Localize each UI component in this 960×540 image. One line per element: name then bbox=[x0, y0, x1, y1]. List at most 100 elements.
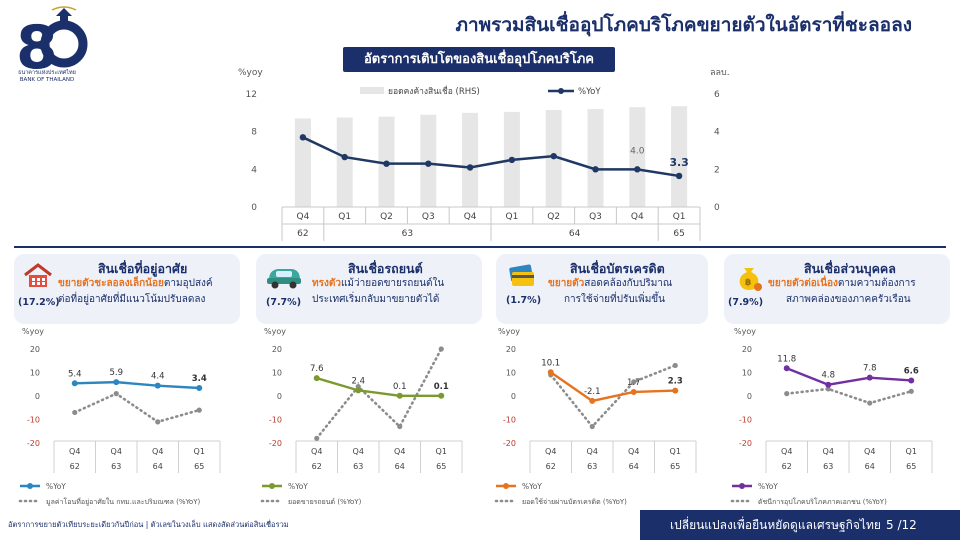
chart-ytick: 20 bbox=[742, 345, 752, 354]
chart-dotted-point bbox=[113, 391, 119, 397]
panel-title-auto: สินเชื่อรถยนต์ bbox=[348, 261, 423, 276]
main-ytick-right: 0 bbox=[714, 203, 720, 213]
chart-ytick: -10 bbox=[503, 416, 516, 425]
chart-data-label: 6.6 bbox=[904, 366, 919, 376]
chart-line bbox=[74, 380, 200, 390]
chart-year-label: 65 bbox=[670, 462, 680, 471]
chart-data-label: 2.3 bbox=[668, 377, 683, 387]
chart-dotted-point bbox=[825, 386, 831, 392]
chart-point bbox=[196, 385, 203, 392]
chart-legend-label: ยอดใช้จ่ายผ่านบัตรเครดิต (%YoY) bbox=[522, 497, 627, 506]
chart-xtick: Q1 bbox=[906, 447, 917, 456]
footer-bar: เปลี่ยนแปลงเพื่อยืนหยัดดูแลเศรษฐกิจไทย 5… bbox=[640, 510, 960, 540]
panel-desc-auto: ทรงตัวแม้ว่ายอดขายรถยนต์ใน ประเทศเริ่มกล… bbox=[312, 278, 445, 305]
chart-dotted-point bbox=[672, 362, 678, 369]
chart-point bbox=[589, 397, 596, 404]
chart-ytick: 0 bbox=[747, 392, 752, 401]
main-bar bbox=[462, 112, 479, 207]
chart-xtick: Q4 bbox=[152, 447, 163, 456]
chart-ylabel: %yoy bbox=[22, 327, 44, 336]
chart-point bbox=[396, 392, 403, 399]
main-point bbox=[508, 156, 516, 164]
panel-title-housing: สินเชื่อที่อยู่อาศัย bbox=[98, 261, 188, 276]
main-ytick-right: 4 bbox=[714, 128, 720, 138]
main-point bbox=[299, 134, 307, 141]
chart-credit-card: %yoy -20 -10 0 10 20 Q4 62 Q4 63 Q4 64 Q1 65 10.1 -2.1 1… bbox=[494, 327, 697, 506]
chart-ytick: -20 bbox=[503, 439, 516, 448]
main-year-label: 63 bbox=[402, 229, 413, 239]
chart-point bbox=[547, 369, 554, 376]
chart-year-label: 63 bbox=[353, 462, 363, 471]
chart-point bbox=[313, 375, 320, 382]
chart-legend-label: %YoY bbox=[758, 482, 778, 491]
chart-year-label: 62 bbox=[312, 462, 322, 471]
main-bar bbox=[336, 117, 353, 207]
main-point bbox=[341, 153, 348, 161]
panel-credit-card bbox=[496, 254, 708, 324]
chart-xtick: Q1 bbox=[436, 447, 447, 456]
panel-auto bbox=[256, 254, 482, 324]
chart-ytick: 10 bbox=[506, 369, 516, 378]
chart-data-label: 5.9 bbox=[109, 368, 123, 378]
main-xtick: Q4 bbox=[296, 212, 309, 222]
chart-xtick: Q4 bbox=[864, 447, 875, 456]
chart-data-label: 2.4 bbox=[351, 376, 365, 386]
chart-ytick: 0 bbox=[277, 392, 282, 401]
chart-legend-label: ยอดขายรถยนต์ (%YoY) bbox=[288, 498, 362, 506]
chart-data-label: 0.1 bbox=[393, 382, 407, 392]
main-bar bbox=[294, 118, 311, 207]
chart-data-label: 10.1 bbox=[541, 358, 560, 368]
panel-personal bbox=[724, 254, 950, 324]
main-ylabel-left: %yoy bbox=[238, 68, 263, 78]
chart-legend-marker bbox=[27, 483, 33, 489]
main-ytick-left: 4 bbox=[251, 165, 257, 175]
main-point bbox=[466, 164, 474, 171]
chart-data-label: 11.8 bbox=[777, 354, 796, 364]
chart-ytick: 0 bbox=[35, 392, 40, 401]
footnote: อัตราการขยายตัวเทียบระยะเดียวกันปีก่อน |… bbox=[8, 520, 289, 529]
main-point-label: 3.3 bbox=[669, 156, 689, 169]
chart-xtick: Q4 bbox=[111, 447, 122, 456]
chart-xtick: Q4 bbox=[823, 447, 834, 456]
main-point bbox=[425, 160, 432, 167]
chart-year-label: 64 bbox=[153, 462, 163, 471]
chart-auto: %yoy -20 -10 0 10 20 Q4 62 Q4 63 Q4 64 Q1 65 7.6 2.4 0.1… bbox=[260, 327, 463, 506]
panel-desc-personal: ขยายตัวต่อเนื่องตามความต้องการ สภาพคล่อง… bbox=[768, 278, 916, 305]
panel-housing bbox=[14, 254, 240, 324]
chart-dotted-point bbox=[631, 379, 637, 385]
chart-dotted-point bbox=[589, 423, 595, 430]
chart-xtick: Q4 bbox=[587, 447, 598, 456]
chart-line bbox=[786, 367, 912, 386]
chart-xtick: Q4 bbox=[69, 447, 80, 456]
chart-ytick: -20 bbox=[269, 439, 282, 448]
chart-data-label: 4.4 bbox=[151, 372, 165, 382]
chart-point bbox=[113, 379, 120, 386]
main-point bbox=[550, 152, 557, 160]
main-xtick: Q3 bbox=[422, 212, 435, 222]
chart-legend-label: มูลค่าโอนที่อยู่อาศัยใน กทม.และปริมณฑล (… bbox=[46, 497, 200, 506]
chart-xtick: Q4 bbox=[353, 447, 364, 456]
chart-point bbox=[825, 381, 832, 388]
chart-legend-label: %YoY bbox=[522, 482, 542, 491]
main-point bbox=[592, 166, 599, 173]
main-legend-bar-swatch bbox=[360, 87, 384, 94]
main-year-label: 62 bbox=[297, 229, 308, 239]
share-personal: (7.9%) bbox=[728, 297, 764, 308]
chart-year-label: 64 bbox=[395, 462, 405, 471]
svg-text:฿: ฿ bbox=[745, 278, 751, 288]
chart-ytick: 10 bbox=[272, 369, 282, 378]
chart-legend-label: %YoY bbox=[288, 482, 308, 491]
main-xtick: Q1 bbox=[505, 212, 518, 222]
chart-xtick: Q4 bbox=[628, 447, 639, 456]
chart-year-label: 65 bbox=[436, 462, 446, 471]
chart-ytick: -10 bbox=[27, 416, 40, 425]
money-bag-icon: ฿ bbox=[739, 268, 762, 291]
page-number: 5 /12 bbox=[886, 518, 917, 532]
chart-year-label: 62 bbox=[70, 462, 80, 471]
main-ytick-right: 6 bbox=[714, 90, 720, 100]
chart-point bbox=[866, 374, 873, 381]
main-legend-bar-label: ยอดคงค้างสินเชื่อ (RHS) bbox=[388, 85, 480, 97]
chart-ytick: -20 bbox=[27, 439, 40, 448]
chart-data-label: 5.4 bbox=[68, 369, 82, 379]
main-legend-line-label: %YoY bbox=[578, 87, 601, 97]
